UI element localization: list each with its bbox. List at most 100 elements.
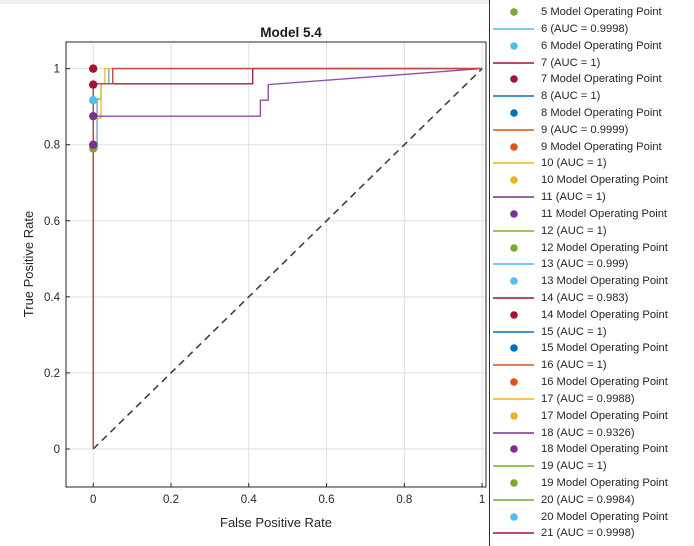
- legend-label: 16 Model Operating Point: [541, 376, 668, 388]
- legend-label: 16 (AUC = 1): [541, 359, 607, 372]
- chart-title: Model 5.4: [260, 25, 322, 40]
- legend-item-operating-point[interactable]: 7 Model Operating Point: [490, 71, 694, 87]
- legend-item-operating-point[interactable]: 19 Model Operating Point: [490, 475, 694, 491]
- legend-item-operating-point[interactable]: 20 Model Operating Point: [490, 509, 694, 525]
- legend-label: 6 Model Operating Point: [541, 39, 662, 52]
- legend-marker-icon: [490, 542, 534, 546]
- legend-item-operating-point[interactable]: 6 Model Operating Point: [490, 38, 694, 54]
- legend-label: 21 (AUC = 0.9998): [541, 527, 635, 540]
- legend-line-icon: [493, 61, 534, 64]
- legend-item-operating-point[interactable]: 13 Model Operating Point: [490, 273, 694, 289]
- legend-item-roc-curve[interactable]: 13 (AUC = 0.999): [490, 256, 694, 272]
- legend-item-operating-point[interactable]: 5 Model Operating Point: [490, 4, 694, 20]
- legend-item-roc-curve[interactable]: 8 (AUC = 1): [490, 88, 694, 104]
- legend-label: 11 Model Operating Point: [541, 207, 668, 220]
- y-tick-label: 1: [54, 64, 60, 76]
- legend-line-icon: [493, 95, 534, 97]
- legend-item-operating-point[interactable]: 10 Model Operating Point: [490, 172, 694, 188]
- legend-item-operating-point[interactable]: 16 Model Operating Point: [490, 374, 694, 390]
- legend-item-roc-curve[interactable]: 16 (AUC = 1): [490, 357, 694, 373]
- legend-item-operating-point[interactable]: [490, 542, 694, 546]
- legend-label: 14 Model Operating Point: [541, 308, 668, 321]
- operating-point-2: [89, 111, 98, 121]
- legend-marker-icon: [510, 109, 518, 117]
- legend-line-icon: [493, 128, 534, 131]
- legend-label: 5 Model Operating Point: [541, 6, 662, 18]
- legend-label: 14 (AUC = 0.983): [541, 291, 629, 304]
- chart-legend[interactable]: 5 Model Operating Point 6 (AUC = 0.9998) 6…: [489, 0, 694, 546]
- window-top-strip: [0, 0, 694, 4]
- x-tick-label: 1: [479, 494, 485, 506]
- legend-label: 9 Model Operating Point: [541, 140, 662, 153]
- legend-item-roc-curve[interactable]: 11 (AUC = 1): [490, 189, 694, 205]
- legend-item-roc-curve[interactable]: 18 (AUC = 0.9326): [490, 425, 694, 441]
- legend-label: 13 (AUC = 0.999): [541, 258, 629, 271]
- legend-item-operating-point[interactable]: 12 Model Operating Point: [490, 240, 694, 256]
- legend-label: 6 (AUC = 0.9998): [541, 22, 629, 35]
- y-tick-label: 0.8: [44, 140, 60, 152]
- legend-item-roc-curve[interactable]: 17 (AUC = 0.9988): [490, 391, 694, 407]
- legend-item-roc-curve[interactable]: 7 (AUC = 1): [490, 55, 694, 71]
- legend-label: 12 Model Operating Point: [541, 241, 668, 254]
- legend-item-operating-point[interactable]: 14 Model Operating Point: [490, 307, 694, 323]
- legend-marker-icon: [510, 378, 518, 386]
- legend-item-roc-curve[interactable]: 10 (AUC = 1): [490, 155, 694, 171]
- legend-label: 18 (AUC = 0.9326): [541, 426, 635, 439]
- legend-item-roc-curve[interactable]: 20 (AUC = 0.9984): [490, 492, 694, 508]
- legend-item-roc-curve[interactable]: 21 (AUC = 0.9998): [490, 525, 694, 541]
- legend-line-icon: [493, 532, 534, 535]
- legend-label: 17 (AUC = 0.9988): [541, 392, 635, 405]
- legend-label: 12 (AUC = 1): [541, 224, 607, 237]
- legend-marker-icon: [510, 344, 518, 353]
- legend-item-roc-curve[interactable]: 19 (AUC = 1): [490, 458, 694, 474]
- x-tick-label: 0.8: [396, 494, 412, 506]
- chance-diagonal: [92, 68, 483, 450]
- legend-line-icon: [493, 465, 534, 467]
- legend-item-operating-point[interactable]: 15 Model Operating Point: [490, 340, 694, 356]
- legend-line-icon: [493, 364, 534, 366]
- legend-item-roc-curve[interactable]: 12 (AUC = 1): [490, 223, 694, 239]
- legend-marker-icon: [510, 41, 518, 50]
- legend-item-roc-curve[interactable]: 6 (AUC = 0.9998): [490, 21, 694, 37]
- legend-item-roc-curve[interactable]: 9 (AUC = 0.9999): [490, 122, 694, 138]
- x-axis-label: False Positive Rate: [220, 515, 332, 530]
- legend-label: 17 Model Operating Point: [541, 409, 668, 422]
- legend-label: 20 (AUC = 0.9984): [541, 493, 635, 506]
- legend-marker-icon: [510, 8, 518, 16]
- diagonal-line: [92, 68, 483, 450]
- y-tick-label: 0: [54, 444, 60, 456]
- legend-item-operating-point[interactable]: 8 Model Operating Point: [490, 105, 694, 121]
- legend-item-roc-curve[interactable]: 15 (AUC = 1): [490, 324, 694, 340]
- y-tick-label: 0.4: [44, 292, 61, 304]
- axes-box: [65, 41, 487, 488]
- legend-item-operating-point[interactable]: 9 Model Operating Point: [490, 139, 694, 155]
- axes-area: [66, 42, 486, 487]
- legend-label: 19 (AUC = 1): [541, 460, 607, 473]
- legend-item-operating-point[interactable]: 18 Model Operating Point: [490, 441, 694, 457]
- legend-marker-icon: [510, 445, 518, 454]
- legend-marker-icon: [510, 142, 518, 151]
- legend-line-icon: [493, 162, 534, 165]
- legend-marker-icon: [510, 512, 518, 521]
- axis-ticks: 0 0.2 0.4 0.6 0.8 1 0 0.2 0.4 0.6 0.8 1: [44, 64, 485, 506]
- legend-item-operating-point[interactable]: 17 Model Operating Point: [490, 408, 694, 424]
- legend-item-roc-curve[interactable]: 14 (AUC = 0.983): [490, 290, 694, 306]
- legend-line-icon: [493, 28, 534, 30]
- legend-item-operating-point[interactable]: 11 Model Operating Point: [490, 206, 694, 222]
- x-tick-label: 0.2: [163, 494, 179, 506]
- legend-label: 7 (AUC = 1): [541, 56, 601, 69]
- legend-label: 7 Model Operating Point: [541, 73, 662, 86]
- legend-label: 10 Model Operating Point: [541, 174, 668, 187]
- operating-point-1: [89, 140, 98, 149]
- legend-line-icon: [493, 297, 534, 299]
- x-tick-label: 0.6: [319, 494, 335, 506]
- y-axis-label: True Positive Rate: [21, 211, 36, 317]
- legend-label: 20 Model Operating Point: [541, 510, 668, 523]
- legend-label: 8 (AUC = 1): [541, 90, 601, 103]
- legend-label: 8 Model Operating Point: [541, 106, 662, 119]
- legend-marker-icon: [510, 75, 518, 84]
- legend-label: 11 (AUC = 1): [541, 191, 606, 203]
- legend-label: 15 (AUC = 1): [541, 325, 607, 338]
- legend-label: 15 Model Operating Point: [541, 342, 668, 355]
- legend-line-icon: [493, 263, 534, 266]
